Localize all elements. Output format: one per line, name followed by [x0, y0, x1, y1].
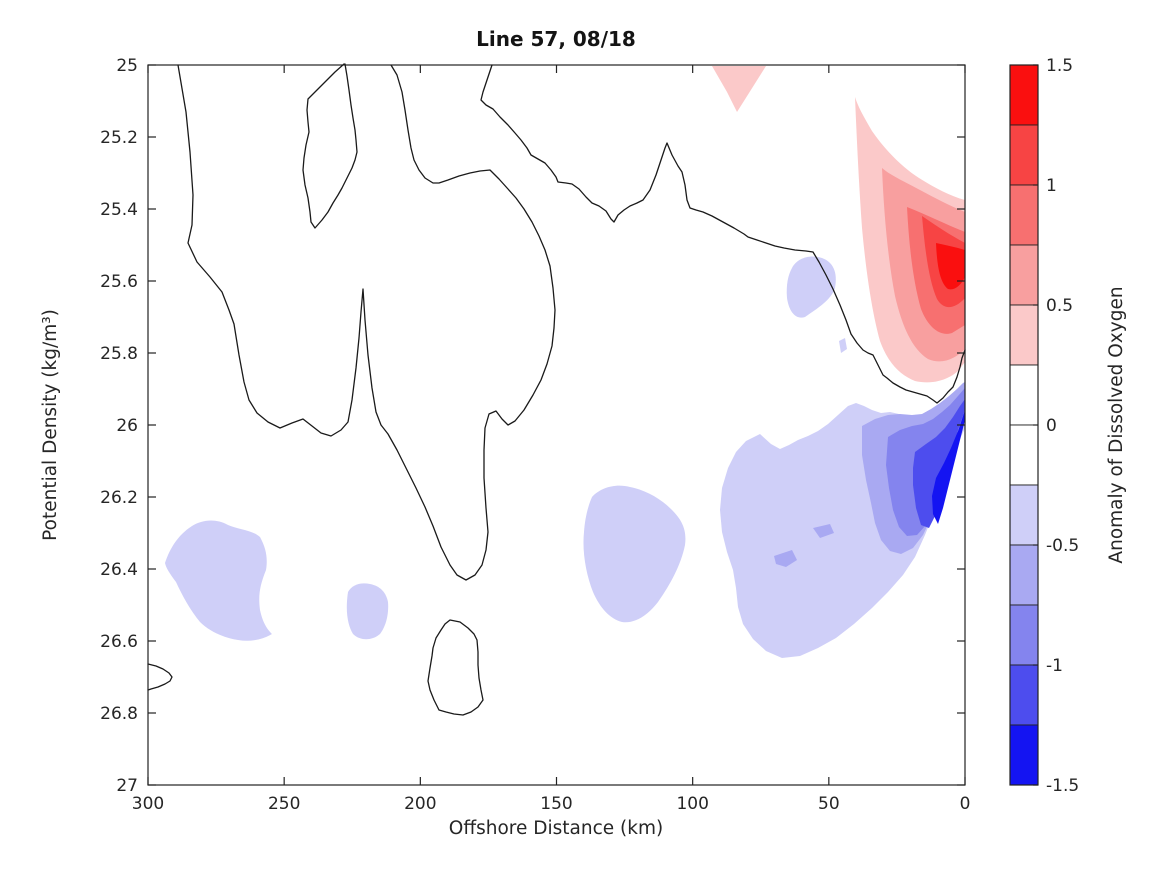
colorbar-cell — [1009, 604, 1039, 666]
colorbar-cell — [1009, 664, 1039, 726]
positive-anomaly-regions — [712, 66, 965, 383]
colorbar-tick-label: 1.5 — [1046, 56, 1073, 76]
axes-box — [147, 64, 966, 786]
y-tick-label: 27 — [116, 776, 138, 796]
surface-positive-patch — [712, 66, 766, 112]
x-tick-label: 200 — [404, 794, 436, 814]
positive-plume-level5 — [936, 243, 965, 290]
zero-contour-closed-loop — [427, 619, 484, 716]
colorbar-tick-label: 1 — [1046, 176, 1057, 196]
colorbar-cell — [1009, 544, 1039, 606]
zero-contour-left-arc — [147, 663, 173, 691]
colorbar-tick-label: -1.5 — [1046, 776, 1079, 796]
y-tick-label: 25.2 — [100, 128, 138, 148]
colorbar-cell — [1009, 424, 1039, 486]
colorbar-cell — [1009, 64, 1039, 126]
colorbar-label: Anomaly of Dissolved Oxygen — [1106, 286, 1127, 563]
colorbar-tick-label: -0.5 — [1046, 536, 1079, 556]
y-axis-label: Potential Density (kg/m³) — [40, 309, 61, 541]
colorbar-tick-label: -1 — [1046, 656, 1063, 676]
y-tick-label: 25.6 — [100, 272, 138, 292]
negative-core-level5 — [932, 410, 965, 524]
colorbar-tick-label: 0 — [1046, 416, 1057, 436]
y-tick-label: 25.4 — [100, 200, 138, 220]
negative-anomaly-regions — [165, 256, 965, 658]
x-tick-label: 0 — [960, 794, 971, 814]
y-tick-label: 26.6 — [100, 632, 138, 652]
negative-core-level4 — [913, 399, 965, 528]
zero-contour-hairpin — [302, 63, 358, 229]
zero-contour-main-winding — [177, 64, 556, 581]
figure-title: Line 57, 08/18 — [476, 27, 636, 51]
x-tick-label: 100 — [676, 794, 708, 814]
x-tick-label: 150 — [540, 794, 572, 814]
y-tick-label: 26 — [116, 416, 138, 436]
x-tick-label: 50 — [818, 794, 840, 814]
colorbar-cell — [1009, 184, 1039, 246]
y-tick-label: 26.4 — [100, 560, 138, 580]
negative-speck — [839, 338, 847, 353]
y-tick-label: 26.8 — [100, 704, 138, 724]
colorbar-cell — [1009, 124, 1039, 186]
upper-negative-lobe — [786, 256, 836, 318]
negative-island-1 — [813, 524, 834, 538]
axis-ticks: 300 250 200 150 100 50 0 25 25.2 25.4 25.6 25.8 26 26… — [100, 56, 970, 814]
zero-contour-upper-line — [480, 64, 966, 404]
colorbar-cell — [1009, 724, 1039, 786]
colorbar-cell — [1009, 484, 1039, 546]
x-tick-label: 250 — [268, 794, 300, 814]
y-tick-label: 26.2 — [100, 488, 138, 508]
x-tick-label: 300 — [132, 794, 164, 814]
colorbar-cell — [1009, 364, 1039, 426]
midshelf-negative-blob — [583, 485, 686, 623]
y-tick-label: 25 — [116, 56, 138, 76]
small-negative-blob — [346, 583, 389, 640]
offshore-negative-blob — [165, 520, 272, 641]
colorbar: 1.5 1 0.5 0 -0.5 -1 -1.5 — [1009, 56, 1079, 796]
zero-contour-lines — [147, 63, 966, 716]
colorbar-cell — [1009, 244, 1039, 306]
colorbar-tick-label: 0.5 — [1046, 296, 1073, 316]
x-axis-label: Offshore Distance (km) — [449, 818, 663, 839]
colorbar-cell — [1009, 304, 1039, 366]
y-tick-label: 25.8 — [100, 344, 138, 364]
negative-island-2 — [774, 550, 797, 567]
